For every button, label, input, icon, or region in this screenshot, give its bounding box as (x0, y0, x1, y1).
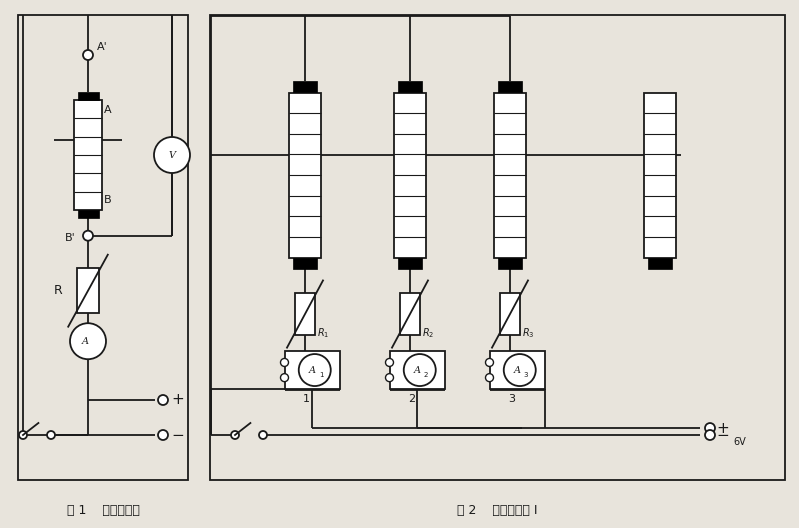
Circle shape (154, 137, 190, 173)
Bar (210, 15, 785, 480)
Bar (398, 258, 422, 269)
Bar (78, 92, 98, 100)
Circle shape (299, 354, 331, 386)
Circle shape (385, 374, 393, 382)
Bar (77, 268, 99, 313)
Text: A: A (514, 365, 521, 374)
Circle shape (83, 50, 93, 60)
Bar (494, 92, 526, 258)
Bar (648, 258, 672, 269)
Bar (500, 293, 520, 335)
Circle shape (259, 431, 267, 439)
Bar (78, 210, 98, 218)
Bar (74, 100, 102, 210)
Circle shape (231, 431, 239, 439)
Text: B: B (104, 195, 112, 205)
Bar (284, 351, 340, 389)
Text: A: A (81, 337, 89, 346)
Text: −: − (172, 428, 185, 442)
Text: $R_1$: $R_1$ (317, 326, 329, 340)
Text: $R_3$: $R_3$ (522, 326, 535, 340)
Bar (644, 92, 676, 258)
Circle shape (705, 423, 715, 433)
Text: 3: 3 (508, 394, 515, 404)
Bar (18, 15, 188, 480)
Bar (398, 81, 422, 92)
Text: 2: 2 (424, 372, 428, 378)
Text: B': B' (65, 233, 75, 243)
Circle shape (486, 374, 494, 382)
Bar (490, 351, 544, 389)
Text: 6V: 6V (733, 437, 746, 447)
Bar (394, 92, 426, 258)
Bar (295, 293, 315, 335)
Text: $R_2$: $R_2$ (422, 326, 434, 340)
Circle shape (158, 395, 168, 405)
Text: 图 2    试验接线图 I: 图 2 试验接线图 I (457, 504, 538, 516)
Circle shape (19, 431, 27, 439)
Circle shape (280, 359, 288, 366)
Circle shape (280, 374, 288, 382)
Circle shape (83, 231, 93, 241)
Text: A: A (309, 365, 316, 374)
Text: V: V (169, 150, 176, 159)
Bar (389, 351, 444, 389)
Text: 1: 1 (319, 372, 324, 378)
Text: A: A (104, 105, 112, 115)
Text: 3: 3 (524, 372, 528, 378)
Text: 2: 2 (408, 394, 415, 404)
Text: +: + (172, 392, 185, 408)
Text: A: A (414, 365, 421, 374)
Circle shape (158, 430, 168, 440)
Text: −: − (717, 428, 729, 442)
Circle shape (47, 431, 55, 439)
Bar (293, 258, 317, 269)
Text: R: R (54, 284, 62, 297)
Circle shape (70, 323, 106, 359)
Bar (289, 92, 321, 258)
Text: +: + (717, 420, 729, 436)
Circle shape (486, 359, 494, 366)
Bar (293, 81, 317, 92)
Text: A': A' (97, 42, 107, 52)
Bar (498, 258, 522, 269)
Circle shape (503, 354, 536, 386)
Text: 图 1    试验原理图: 图 1 试验原理图 (66, 504, 140, 516)
Text: 1: 1 (303, 394, 310, 404)
Circle shape (385, 359, 393, 366)
Bar (498, 81, 522, 92)
Bar (400, 293, 420, 335)
Circle shape (403, 354, 435, 386)
Circle shape (705, 430, 715, 440)
